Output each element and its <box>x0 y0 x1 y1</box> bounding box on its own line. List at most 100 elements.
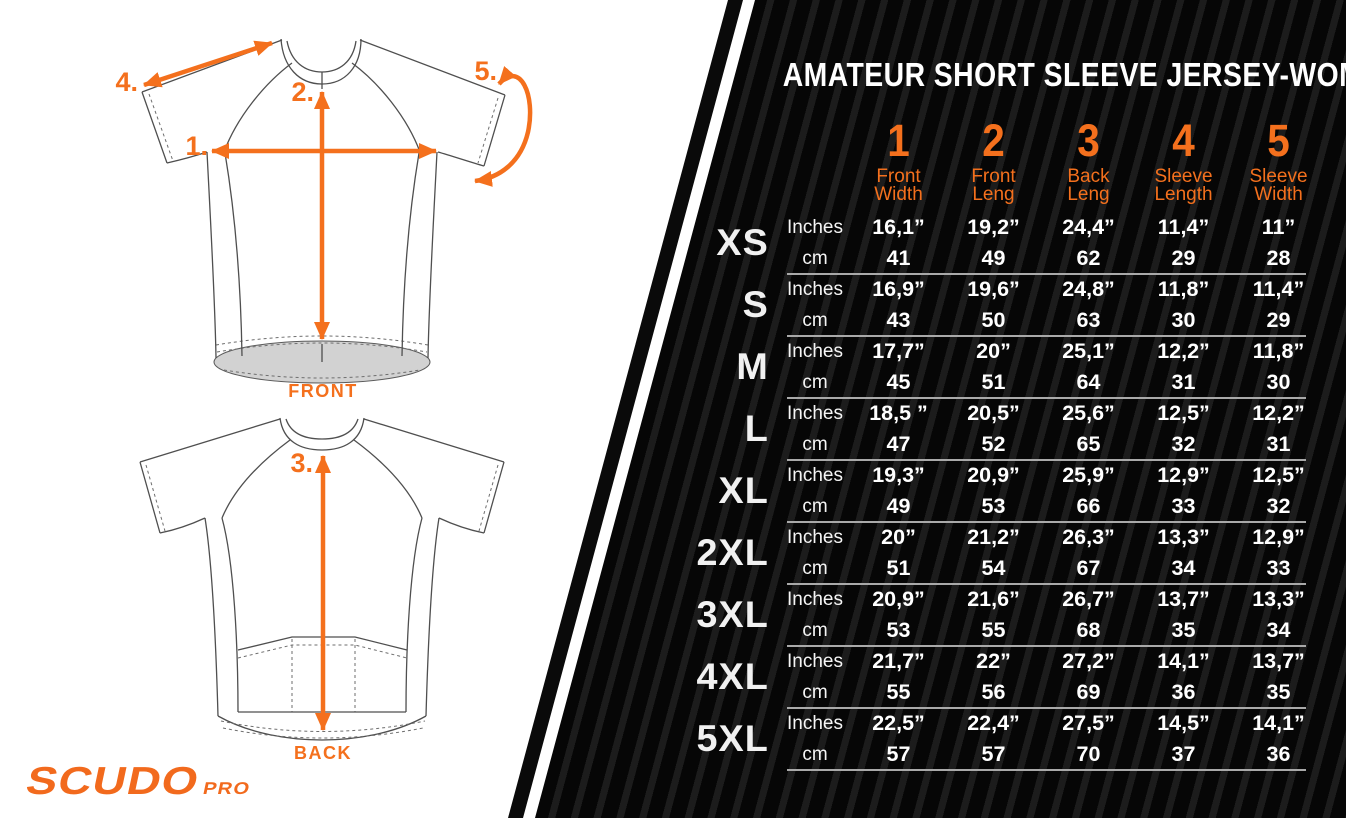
value-cell-cm-back-leng: 62 <box>1076 246 1101 270</box>
front-collar-inner <box>286 40 357 73</box>
value-cell-cm-front-width: 55 <box>886 680 911 704</box>
column-number: 1 <box>887 115 910 166</box>
back-pocket-top-stitch <box>237 644 408 659</box>
value-cell-inches-front-leng: 22,4” <box>967 711 1020 735</box>
value-cell-inches-sleeve-length: 13,3” <box>1157 525 1210 549</box>
value-cell-cm-front-width: 41 <box>886 246 911 270</box>
unit-inches-label: Inches <box>787 278 843 300</box>
size-label: 4XL <box>696 656 769 697</box>
front-measure-arrows: 1. 2. 4. 5. FRONT <box>115 40 533 401</box>
column-label-line1: Sleeve <box>1249 166 1308 187</box>
value-cell-cm-sleeve-length: 37 <box>1171 742 1196 766</box>
value-cell-cm-front-leng: 57 <box>981 742 1006 766</box>
value-cell-inches-front-width: 18,5 ” <box>869 401 928 425</box>
front-hem-stitch <box>223 369 421 379</box>
column-label: Front Width <box>851 167 946 204</box>
value-cell-inches-front-width: 20,9” <box>872 587 925 611</box>
back-sleeve-left <box>139 418 281 534</box>
size-row: 5XL Inches 22,5” 22,4” 27,5” 14,5” 14,1”… <box>601 708 1330 771</box>
value-cell-cm-back-leng: 69 <box>1076 680 1101 704</box>
size-label: 3XL <box>696 594 769 635</box>
value-cell-cm-front-leng: 54 <box>981 556 1006 580</box>
column-header-4: 4 Sleeve Length <box>1136 115 1231 205</box>
back-jersey-drawing <box>139 417 505 741</box>
value-cell-inches-sleeve-width: 11,4” <box>1252 277 1305 301</box>
size-row: M Inches 17,7” 20” 25,1” 12,2” 11,8” cm … <box>601 336 1330 399</box>
column-number: 4 <box>1172 115 1195 166</box>
back-side-seam-left <box>221 517 239 713</box>
measure-column-headers: 1 Front Width 2 Front Leng 3 Back Leng 4… <box>851 115 1326 205</box>
unit-cm-label: cm <box>802 743 828 765</box>
value-cell-cm-front-width: 43 <box>886 308 911 332</box>
unit-inches-label: Inches <box>787 340 843 362</box>
value-cell-cm-sleeve-length: 34 <box>1171 556 1196 580</box>
value-cell-cm-sleeve-width: 35 <box>1266 680 1291 704</box>
column-label: Sleeve Width <box>1231 166 1326 204</box>
brand-logo: SCUDOPRO <box>22 760 256 804</box>
value-cell-cm-sleeve-width: 36 <box>1266 742 1291 766</box>
size-label: 2XL <box>696 532 769 573</box>
value-cell-inches-sleeve-width: 13,3” <box>1252 587 1305 611</box>
value-cell-inches-back-leng: 25,6” <box>1062 401 1115 425</box>
value-cell-cm-front-width: 53 <box>886 618 911 642</box>
arrow-sleeve-width <box>474 65 533 187</box>
value-cell-inches-sleeve-width: 14,1” <box>1252 711 1305 735</box>
front-sleeve-left <box>141 39 283 164</box>
value-cell-inches-front-width: 21,7” <box>872 649 925 673</box>
size-label: XS <box>716 222 769 263</box>
value-cell-inches-sleeve-length: 11,4” <box>1157 215 1210 239</box>
unit-inches-label: Inches <box>787 526 843 548</box>
value-cell-inches-front-leng: 21,2” <box>967 525 1020 549</box>
value-cell-inches-back-leng: 26,3” <box>1062 525 1115 549</box>
unit-cm-label: cm <box>802 619 828 641</box>
column-header-3: 3 Back Leng <box>1041 118 1136 205</box>
value-cell-cm-front-width: 49 <box>886 494 911 518</box>
value-cell-cm-front-leng: 49 <box>981 246 1006 270</box>
value-cell-cm-back-leng: 64 <box>1076 370 1101 394</box>
value-cell-cm-sleeve-width: 30 <box>1266 370 1291 394</box>
value-cell-cm-front-leng: 53 <box>981 494 1006 518</box>
jersey-measurement-diagram: 1. 2. 4. 5. FRONT <box>115 38 533 763</box>
size-label: 5XL <box>696 718 769 759</box>
size-table-rows: XS Inches 16,1” 19,2” 24,4” 11,4” 11” cm… <box>601 212 1330 771</box>
size-row: L Inches 18,5 ” 20,5” 25,6” 12,5” 12,2” … <box>601 398 1330 461</box>
unit-inches-label: Inches <box>787 650 843 672</box>
column-label: Front Leng <box>946 167 1041 204</box>
unit-inches-label: Inches <box>787 712 843 734</box>
value-cell-inches-sleeve-length: 13,7” <box>1157 587 1210 611</box>
value-cell-cm-back-leng: 65 <box>1076 432 1101 456</box>
front-cuff-stitch-left <box>148 93 174 162</box>
column-label-line1: Sleeve <box>1154 166 1213 187</box>
value-cell-cm-sleeve-length: 30 <box>1171 308 1196 332</box>
unit-inches-label: Inches <box>787 402 843 424</box>
unit-cm-label: cm <box>802 495 828 517</box>
back-collar-inner <box>285 418 359 440</box>
value-cell-inches-sleeve-width: 12,9” <box>1252 525 1305 549</box>
chart-title: AMATEUR SHORT SLEEVE JERSEY-WOMAN <box>782 56 1346 93</box>
back-measure-arrows: 3. BACK <box>290 448 350 763</box>
size-label: L <box>744 408 769 449</box>
column-header-2: 2 Front Leng <box>946 115 1041 205</box>
marker-label-4: 4. <box>115 67 138 97</box>
unit-cm-label: cm <box>802 557 828 579</box>
size-row: S Inches 16,9” 19,6” 24,8” 11,8” 11,4” c… <box>601 274 1330 337</box>
value-cell-cm-front-width: 51 <box>886 556 911 580</box>
value-cell-inches-front-leng: 20” <box>976 339 1011 363</box>
value-cell-cm-front-width: 45 <box>886 370 911 394</box>
size-row: XL Inches 19,3” 20,9” 25,9” 12,9” 12,5” … <box>601 460 1330 523</box>
value-cell-inches-sleeve-width: 11” <box>1261 215 1296 239</box>
brand-logo-sub: PRO <box>201 779 253 798</box>
size-label: XL <box>718 470 769 511</box>
column-number: 2 <box>982 115 1005 166</box>
size-row: 3XL Inches 20,9” 21,6” 26,7” 13,7” 13,3”… <box>601 584 1330 647</box>
value-cell-cm-front-leng: 50 <box>981 308 1006 332</box>
back-hem-stitch-1 <box>220 720 426 732</box>
unit-cm-label: cm <box>802 247 828 269</box>
size-label: S <box>742 284 769 325</box>
value-cell-inches-sleeve-length: 12,5” <box>1157 401 1210 425</box>
value-cell-inches-back-leng: 25,1” <box>1062 339 1115 363</box>
value-cell-inches-back-leng: 27,5” <box>1062 711 1115 735</box>
front-hem-dashed-2 <box>216 342 428 353</box>
column-number: 5 <box>1267 115 1290 166</box>
back-collar-outer <box>279 417 365 451</box>
